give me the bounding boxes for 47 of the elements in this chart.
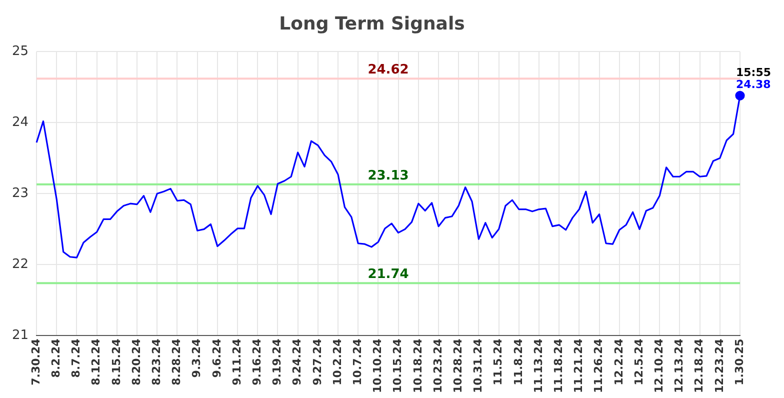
x-tick-label: 10.2.24	[330, 338, 344, 386]
x-tick-label: 12.5.24	[632, 338, 646, 386]
y-tick-label: 21	[12, 328, 29, 344]
x-tick-label: 10.15.24	[391, 338, 404, 393]
x-tick-label: 8.15.24	[110, 338, 123, 386]
x-tick-label: 9.6.24	[210, 338, 224, 378]
x-tick-label: 10.23.24	[431, 338, 444, 393]
y-tick-label: 25	[12, 44, 29, 59]
x-tick-label: 12.2.24	[612, 338, 626, 386]
x-tick-label: 12.13.24	[672, 338, 686, 393]
x-tick-label: 10.10.24	[371, 338, 384, 393]
y-tick-label: 24	[12, 115, 29, 130]
x-tick-label: 8.20.24	[130, 338, 143, 386]
x-tick-label: 8.7.24	[70, 338, 83, 378]
x-tick-label: 8.2.24	[50, 338, 62, 378]
x-tick-label: 9.11.24	[230, 338, 244, 386]
x-tick-label: 10.31.24	[472, 338, 485, 393]
x-tick-label: 9.19.24	[270, 338, 284, 386]
x-tick-label: 12.10.24	[652, 338, 666, 393]
x-tick-label: 11.5.24	[492, 338, 505, 386]
ref-line-label: 23.13	[368, 168, 409, 184]
x-tick-label: 9.16.24	[250, 338, 264, 386]
chart-title: Long Term Signals	[279, 13, 465, 34]
x-tick-label: 11.8.24	[512, 338, 525, 386]
x-tick-label: 11.18.24	[552, 338, 565, 393]
y-tick-label: 22	[12, 257, 29, 272]
x-tick-label: 11.13.24	[532, 338, 545, 393]
x-tick-label: 8.12.24	[90, 338, 103, 386]
x-tick-label: 7.30.24	[29, 338, 42, 386]
ref-line-label: 21.74	[368, 267, 409, 282]
ref-line-label: 24.62	[368, 62, 409, 78]
x-tick-label: 10.7.24	[350, 338, 364, 386]
x-tick-label: 9.27.24	[310, 338, 324, 386]
annotation: 15:55	[736, 66, 772, 79]
x-tick-label: 12.23.24	[712, 338, 726, 393]
x-tick-label: 10.18.24	[411, 338, 424, 393]
x-tick-label: 12.18.24	[692, 338, 706, 393]
x-tick-label: 8.23.24	[150, 338, 163, 386]
x-tick-label: 11.21.24	[572, 338, 586, 393]
x-tick-label: 8.28.24	[170, 338, 184, 386]
x-tick-label: 1.30.25	[732, 338, 746, 386]
x-tick-label: 11.26.24	[592, 338, 606, 393]
annotation: 24.38	[736, 78, 771, 91]
x-tick-label: 9.3.24	[190, 338, 204, 378]
y-tick-label: 23	[12, 186, 29, 202]
x-tick-label: 9.24.24	[290, 338, 304, 386]
x-tick-label: 10.28.24	[451, 338, 464, 393]
